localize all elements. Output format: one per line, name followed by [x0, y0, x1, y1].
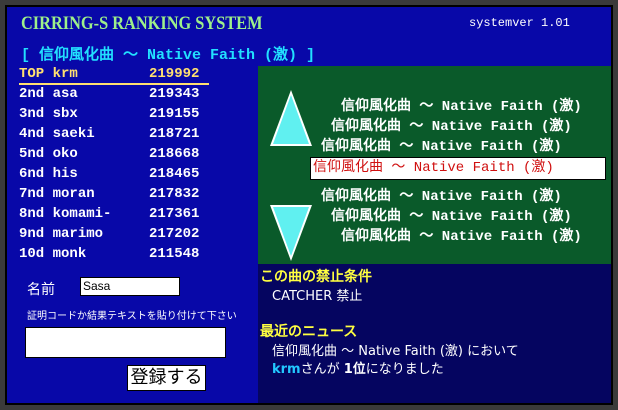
version-label: systemver 1.01	[469, 16, 570, 30]
player-name: oko	[52, 146, 78, 162]
news-line1: 信仰風化曲 ～ Native Faith (激) において	[272, 344, 519, 359]
app-title: CIRRING-S RANKING SYSTEM	[21, 13, 263, 34]
scroll-up-icon[interactable]	[270, 90, 312, 146]
restrictions-heading: この曲の禁止条件	[260, 269, 372, 285]
rank-label: TOP	[19, 66, 45, 82]
name-label: 名前	[27, 282, 55, 298]
song-item[interactable]: 信仰風化曲 ～ Native Faith (激)	[341, 99, 582, 115]
score: 217361	[149, 206, 200, 222]
player-name: asa	[52, 86, 78, 102]
rank-label: 3nd	[19, 106, 45, 122]
score: 211548	[149, 246, 200, 262]
ranking-row: 6nd his 218465	[19, 166, 209, 185]
rank-label: 6nd	[19, 166, 45, 182]
restrictions-text: CATCHER 禁止	[272, 289, 363, 304]
score: 218668	[149, 146, 200, 162]
ranking-row: 10d monk 211548	[19, 246, 209, 265]
song-item[interactable]: 信仰風化曲 ～ Native Faith (激)	[331, 119, 572, 135]
song-item[interactable]: 信仰風化曲 ～ Native Faith (激)	[331, 209, 572, 225]
current-song-title: [ 信仰風化曲 ～ Native Faith (激) ]	[21, 47, 316, 64]
scroll-down-icon[interactable]	[270, 205, 312, 261]
ranking-row: 9nd marimo 217202	[19, 226, 209, 245]
ranking-row: TOP krm 219992	[19, 66, 209, 85]
song-item-selected[interactable]: 信仰風化曲 ～ Native Faith (激)	[310, 157, 606, 180]
ranking-row: 5nd oko 218668	[19, 146, 209, 165]
player-name: moran	[52, 186, 95, 202]
ranking-window: CIRRING-S RANKING SYSTEM systemver 1.01 …	[5, 5, 613, 405]
score: 217832	[149, 186, 200, 202]
song-item[interactable]: 信仰風化曲 ～ Native Faith (激)	[341, 229, 582, 245]
rank-label: 4nd	[19, 126, 45, 142]
rank-label: 2nd	[19, 86, 45, 102]
ranking-row: 3nd sbx 219155	[19, 106, 209, 125]
score: 218465	[149, 166, 200, 182]
rank-label: 8nd	[19, 206, 45, 222]
score: 219343	[149, 86, 200, 102]
song-item[interactable]: 信仰風化曲 ～ Native Faith (激)	[321, 139, 562, 155]
ranking-row: 8nd komami- 217361	[19, 206, 209, 225]
ranking-row: 2nd asa 219343	[19, 86, 209, 105]
player-name: krm	[52, 66, 78, 82]
player-name: monk	[52, 246, 87, 262]
player-name: sbx	[52, 106, 78, 122]
song-item[interactable]: 信仰風化曲 ～ Native Faith (激)	[321, 189, 562, 205]
rank-label: 7nd	[19, 186, 45, 202]
score: 218721	[149, 126, 200, 142]
news-text-b: になりました	[365, 362, 444, 377]
news-heading: 最近のニュース	[260, 324, 358, 340]
score: 219155	[149, 106, 200, 122]
ranking-row: 4nd saeki 218721	[19, 126, 209, 145]
player-name: saeki	[52, 126, 95, 142]
register-button[interactable]: 登録する	[127, 365, 206, 391]
code-input[interactable]	[25, 327, 226, 358]
player-name: komami-	[52, 206, 112, 222]
news-user: krm	[272, 362, 301, 377]
score: 217202	[149, 226, 200, 242]
rank-label: 10d	[19, 246, 45, 262]
rank-label: 5nd	[19, 146, 45, 162]
news-line2: krmさんが 1位になりました	[272, 358, 444, 377]
name-input[interactable]: Sasa	[80, 277, 180, 296]
score: 219992	[149, 66, 200, 82]
info-panel: この曲の禁止条件 CATCHER 禁止 最近のニュース 信仰風化曲 ～ Nati…	[258, 264, 611, 403]
rank-label: 9nd	[19, 226, 45, 242]
news-text-a: さんが	[300, 362, 344, 377]
news-rank: 1位	[343, 362, 366, 377]
code-hint: 証明コードか結果テキストを貼り付けて下さい	[27, 311, 237, 322]
ranking-row: 7nd moran 217832	[19, 186, 209, 205]
player-name: marimo	[52, 226, 104, 242]
player-name: his	[52, 166, 78, 182]
song-selector: 信仰風化曲 ～ Native Faith (激) 信仰風化曲 ～ Native F…	[258, 66, 611, 264]
